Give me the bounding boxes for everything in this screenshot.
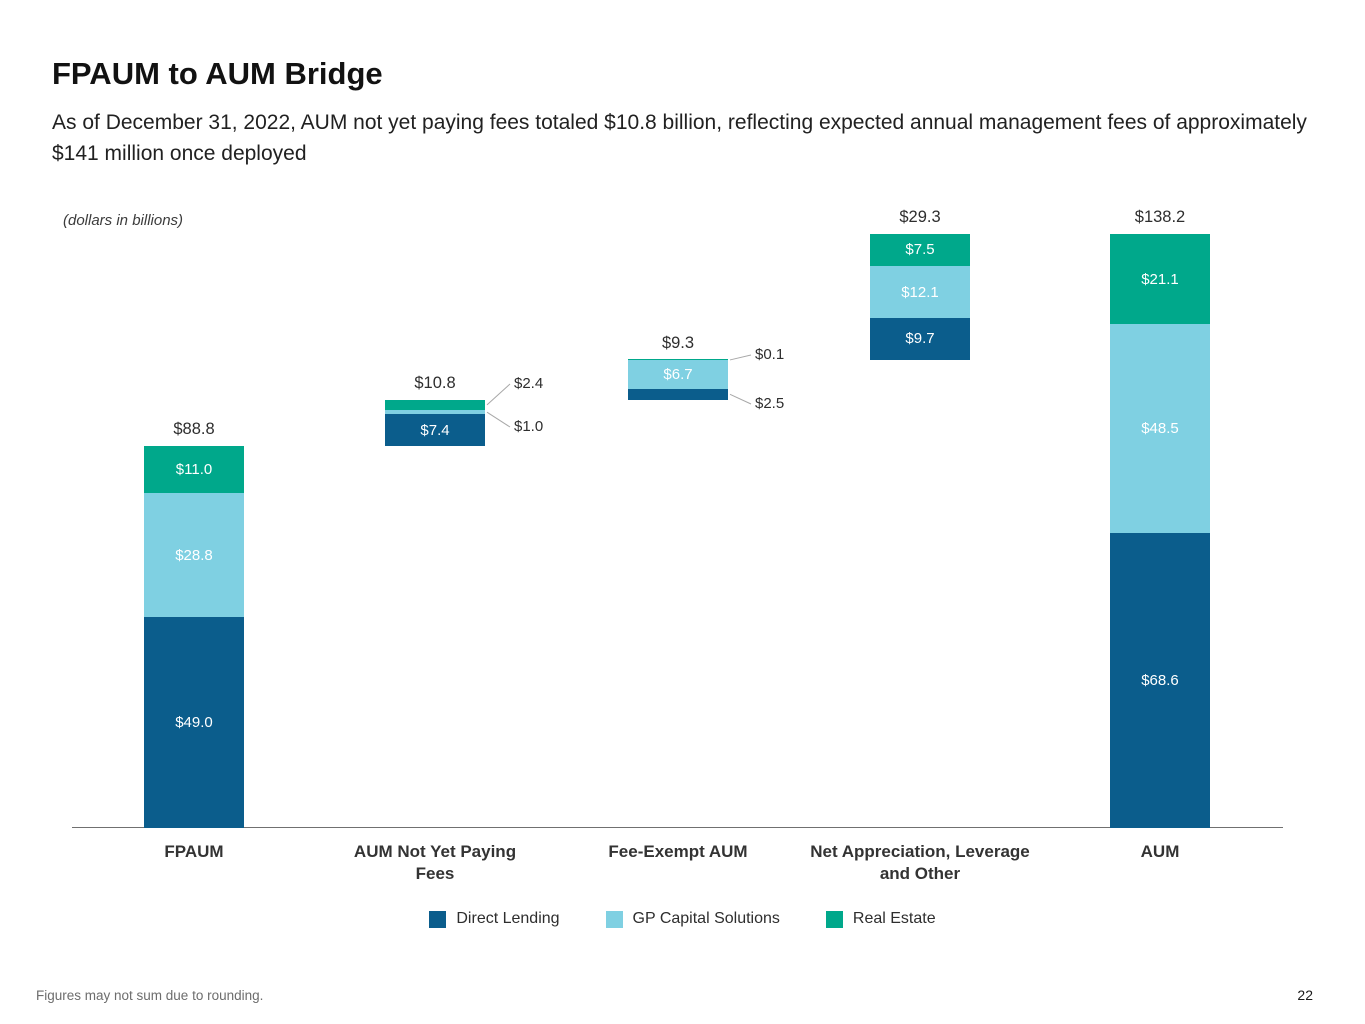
bar-total-label: $29.3 [899,207,941,226]
page-title: FPAUM to AUM Bridge [52,56,383,91]
legend-label: Direct Lending [456,910,560,927]
segment-value-label: $6.7 [663,366,693,384]
leader-line [729,393,752,405]
legend-label: Real Estate [852,910,936,927]
page-number: 22 [1297,987,1313,1003]
segment-value-label: $49.0 [175,714,213,732]
segment-gp-capital-solutions: $12.1 [870,266,970,319]
segment-direct-lending: $7.4 [385,414,485,447]
legend-swatch-icon [825,910,843,928]
legend-item-gp-capital-solutions: GP Capital Solutions [605,910,780,928]
segment-value-label: $12.1 [901,283,939,301]
segment-gp-capital-solutions: $48.5 [1110,324,1210,534]
segment-direct-lending: $49.0 [144,617,244,828]
category-label-line: AUM [1140,842,1180,861]
segment-gp-capital-solutions: $6.7 [628,360,728,389]
segment-value-label: $68.6 [1141,672,1179,689]
bar-total-label: $10.8 [414,373,456,392]
callout-value-label: $0.1 [755,346,785,363]
callout-value-label: $1.0 [514,418,544,435]
callout-value-label: $2.4 [514,375,544,392]
units-note: (dollars in billions) [63,212,184,229]
legend-item-direct-lending: Direct Lending [429,910,560,928]
category-label-aum: AUM [1010,841,1310,863]
category-label-line: FPAUM [164,842,224,861]
bar-total-label: $138.2 [1134,207,1186,226]
leader-line [729,354,752,361]
callout-value-label: $2.5 [755,395,785,412]
segment-direct-lending: $68.6 [1110,533,1210,828]
chart-legend: Direct Lending GP Capital Solutions Real E… [0,910,1365,928]
bar-aum-not-yet-paying-fees: $7.4 [385,399,485,447]
category-label-net-appreciation-leverage-and-other: Net Appreciation, Leverage and Other [770,841,1070,885]
category-label-line: Net Appreciation, Leverage [810,842,1030,861]
segment-value-label: $7.5 [905,241,935,259]
category-label-line: and Other [879,864,961,884]
segment-value-label: $48.5 [1141,420,1179,438]
segment-direct-lending: $9.7 [870,318,970,360]
segment-value-label: $7.4 [420,421,450,439]
category-label-fee-exempt-aum: Fee-Exempt AUM [528,841,828,863]
bar-fpaum: $49.0 $28.8 $11.0 [144,446,244,828]
segment-real-estate: $7.5 [870,233,970,266]
segment-direct-lending [628,388,728,400]
legend-swatch-icon [429,910,447,928]
segment-value-label: $21.1 [1141,270,1179,288]
legend-label: GP Capital Solutions [632,910,780,927]
segment-value-label: $28.8 [175,546,213,564]
segment-real-estate: $11.0 [144,446,244,494]
segment-gp-capital-solutions: $28.8 [144,493,244,618]
segment-value-label: $9.7 [905,330,935,348]
subtitle: As of December 31, 2022, AUM not yet pay… [52,111,1307,166]
bar-fee-exempt-aum: $6.7 [628,359,728,400]
category-label-fpaum: FPAUM [44,841,344,863]
segment-real-estate [628,359,728,361]
bar-net-appreciation-leverage-and-other: $9.7 $12.1 $7.5 [870,233,970,360]
segment-real-estate [385,399,485,411]
segment-gp-capital-solutions [385,410,485,415]
category-label-line: Fees [415,864,455,884]
legend-swatch-icon [605,910,623,928]
footnote: Figures may not sum due to rounding. [36,988,264,1003]
category-label-line: Fee-Exempt AUM [608,842,748,861]
category-label-line: AUM Not Yet Paying [353,842,517,861]
legend-item-real-estate: Real Estate [825,910,936,928]
leader-line [486,411,511,428]
category-label-aum-not-yet-paying-fees: AUM Not Yet Paying Fees [285,841,585,885]
bar-aum: $68.6 $48.5 $21.1 [1110,233,1210,828]
x-axis-line [72,827,1283,828]
segment-value-label: $11.0 [175,461,213,479]
segment-real-estate: $21.1 [1110,233,1210,325]
bar-total-label: $9.3 [661,333,695,352]
bar-total-label: $88.8 [173,420,215,439]
